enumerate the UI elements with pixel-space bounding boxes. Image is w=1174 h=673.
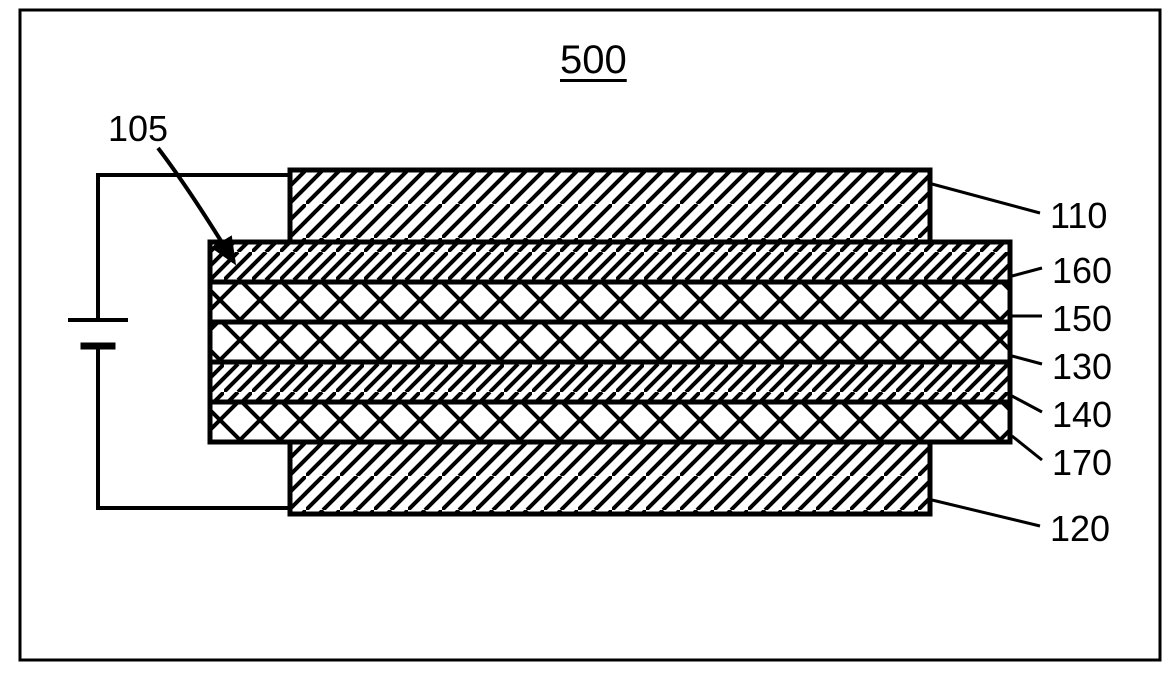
label-140: 140 bbox=[1052, 394, 1112, 436]
layer-170 bbox=[210, 402, 1010, 442]
label-150: 150 bbox=[1052, 298, 1112, 340]
label-170: 170 bbox=[1052, 442, 1112, 484]
label-105: 105 bbox=[108, 108, 168, 150]
layer-140 bbox=[210, 362, 1010, 402]
arrow-105 bbox=[158, 148, 234, 262]
diagram-svg bbox=[0, 0, 1174, 673]
label-160: 160 bbox=[1052, 250, 1112, 292]
leader-120 bbox=[932, 500, 1040, 526]
label-130: 130 bbox=[1052, 346, 1112, 388]
layer-130 bbox=[210, 322, 1010, 362]
layer-150 bbox=[210, 282, 1010, 322]
leader-160 bbox=[1012, 268, 1042, 276]
leader-110 bbox=[932, 184, 1040, 213]
leader-170 bbox=[1012, 436, 1042, 460]
layer-160 bbox=[210, 242, 1010, 282]
diagram-canvas: 500 bbox=[0, 0, 1174, 673]
layer-110 bbox=[290, 170, 930, 242]
leader-140 bbox=[1012, 396, 1042, 412]
label-110: 110 bbox=[1050, 195, 1107, 237]
label-120: 120 bbox=[1050, 508, 1110, 550]
layer-120 bbox=[290, 442, 930, 514]
leader-130 bbox=[1012, 356, 1042, 364]
